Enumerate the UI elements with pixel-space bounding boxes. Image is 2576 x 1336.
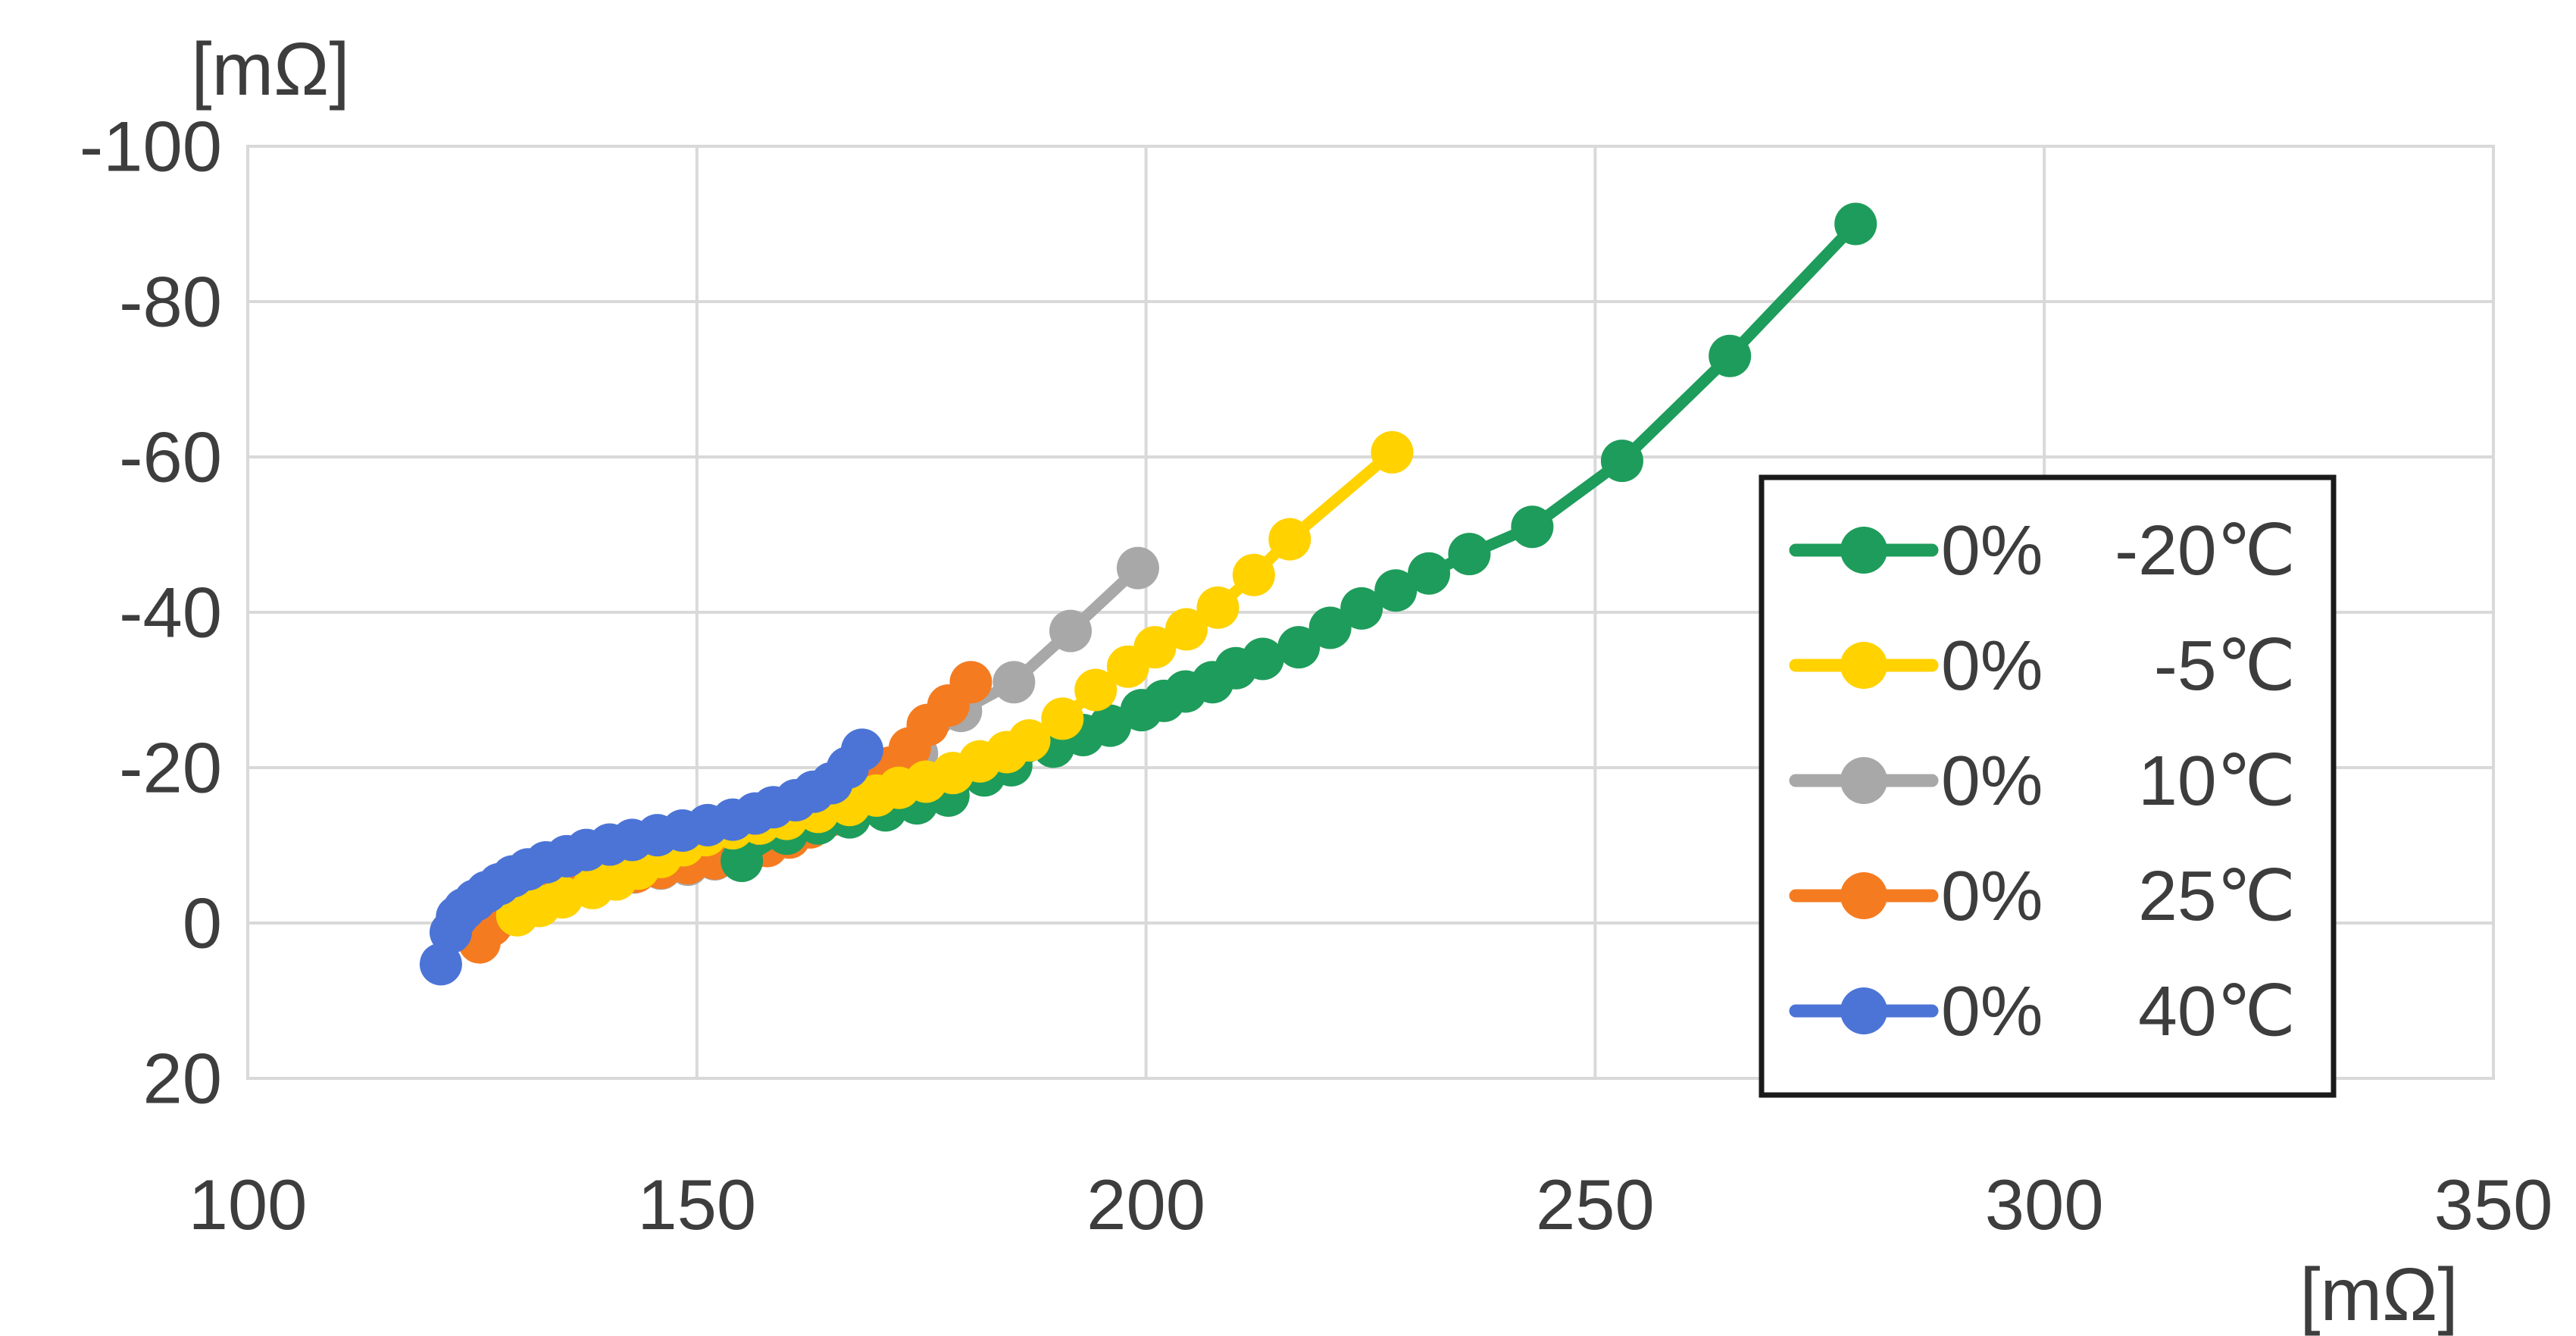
y-tick-label: -20 [119, 728, 222, 808]
legend-marker-dot [1840, 872, 1887, 919]
data-point-marker [1089, 704, 1132, 747]
legend-marker-dot [1840, 527, 1887, 574]
x-tick-label: 100 [189, 1165, 308, 1244]
y-axis-unit-label: [mΩ] [191, 27, 349, 111]
y-tick-label: -60 [119, 418, 222, 497]
legend-entry: 0% 10℃ [1789, 741, 2296, 820]
data-point-marker [1196, 586, 1240, 629]
data-point-marker [1374, 569, 1418, 612]
data-point-marker [1074, 668, 1118, 712]
legend-entry: 0% 40℃ [1789, 971, 2296, 1050]
data-point-marker [1133, 626, 1177, 669]
data-point-marker [1448, 533, 1491, 576]
legend-soc-label: 0% [1941, 856, 2043, 935]
data-point-marker [1008, 719, 1051, 762]
data-point-marker [1511, 505, 1554, 549]
legend-soc-label: 0% [1941, 741, 2043, 820]
data-point-marker [949, 661, 993, 704]
y-tick-label: -40 [119, 573, 222, 652]
legend-marker-dot [1840, 987, 1887, 1034]
data-point-marker [993, 661, 1036, 704]
data-point-marker [1371, 430, 1414, 474]
legend-entry: 0% -5℃ [1789, 626, 2296, 705]
legend: 0% -20℃ 0% -5℃ 0% 10℃ 0% 25℃ 0% 40℃ [1758, 474, 2337, 1098]
series-40C [419, 728, 883, 986]
legend-temperature-label: 40℃ [2138, 971, 2296, 1050]
data-point-marker [1268, 518, 1311, 561]
x-tick-label: 250 [1536, 1165, 1655, 1244]
data-point-marker [1049, 609, 1093, 652]
legend-entry: 0% 25℃ [1789, 856, 2296, 935]
data-point-marker [721, 840, 764, 882]
legend-marker-dot [1840, 642, 1887, 689]
x-axis-unit-label: [mΩ] [2299, 1253, 2458, 1336]
legend-temperature-label: 10℃ [2138, 741, 2296, 820]
legend-marker-dot [1840, 757, 1887, 804]
legend-soc-label: 0% [1941, 971, 2043, 1050]
legend-soc-label: 0% [1941, 511, 2043, 590]
data-point-marker [1340, 587, 1383, 630]
data-point-marker [1834, 202, 1877, 246]
data-point-marker [1277, 626, 1321, 669]
y-tick-label: 0 [183, 884, 222, 963]
x-tick-label: 300 [1985, 1165, 2104, 1244]
data-point-marker [1600, 440, 1643, 483]
legend-soc-label: 0% [1941, 626, 2043, 705]
legend-temperature-label: 25℃ [2138, 856, 2296, 935]
data-point-marker [1408, 552, 1451, 595]
legend-temperature-label: -5℃ [2154, 626, 2296, 705]
data-point-marker [1165, 608, 1208, 651]
data-point-marker [840, 728, 883, 771]
series--5C [496, 430, 1414, 937]
legend-entry: 0% -20℃ [1789, 511, 2296, 590]
x-tick-label: 150 [637, 1165, 756, 1244]
plot-border [246, 145, 2495, 1080]
data-point-marker [419, 943, 462, 986]
y-tick-label: 20 [142, 1039, 222, 1119]
y-tick-label: -100 [80, 107, 222, 186]
data-point-marker [1308, 606, 1352, 649]
y-tick-label: -80 [119, 262, 222, 342]
x-tick-label: 350 [2434, 1165, 2553, 1244]
data-point-marker [1041, 697, 1084, 740]
x-tick-label: 200 [1086, 1165, 1205, 1244]
legend-temperature-label: -20℃ [2115, 511, 2296, 590]
data-point-marker [1232, 553, 1275, 596]
data-point-marker [1241, 637, 1284, 681]
data-point-marker [1708, 334, 1752, 377]
data-point-marker [1116, 546, 1159, 590]
